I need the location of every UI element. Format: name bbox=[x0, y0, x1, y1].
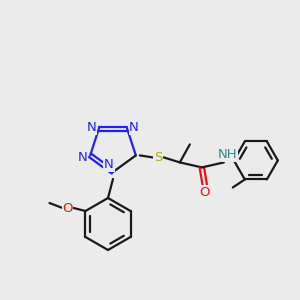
Text: N: N bbox=[104, 158, 114, 172]
Text: O: O bbox=[62, 202, 73, 214]
Text: N: N bbox=[129, 121, 139, 134]
Text: N: N bbox=[87, 121, 97, 134]
Text: NH: NH bbox=[218, 148, 238, 161]
Text: N: N bbox=[77, 151, 87, 164]
Text: O: O bbox=[200, 186, 210, 199]
Text: S: S bbox=[154, 151, 162, 164]
